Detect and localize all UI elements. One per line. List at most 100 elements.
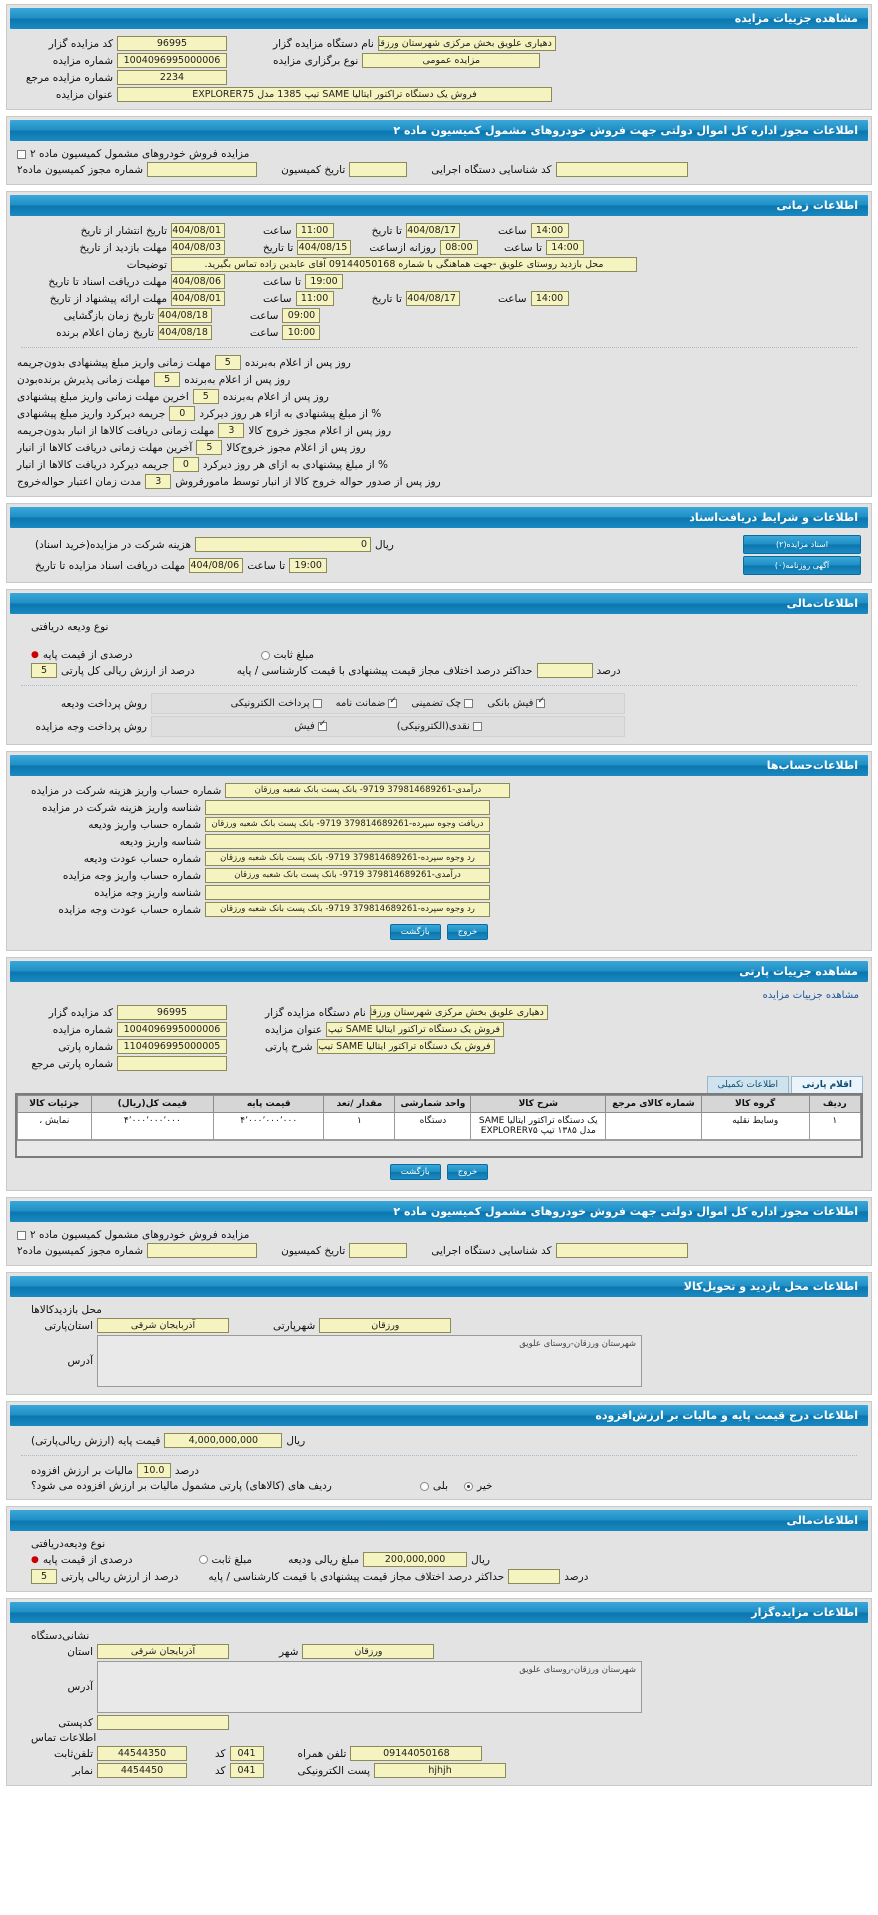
account-value[interactable]: رد وجوه سپرده-379814689261 9719- بانک پس… xyxy=(205,851,490,866)
doc-receive-time[interactable]: 19:00 xyxy=(305,274,344,289)
deadline-value[interactable]: 5 xyxy=(192,389,219,404)
permit-number-value-2[interactable] xyxy=(147,1243,258,1258)
back-button[interactable]: بازگشت xyxy=(389,1164,441,1180)
party-code-value[interactable]: 96995 xyxy=(117,1005,227,1020)
deadline-value[interactable]: 0 xyxy=(172,457,199,472)
city-value[interactable]: ورزقان xyxy=(319,1318,452,1333)
deadline-value[interactable]: 3 xyxy=(218,423,245,438)
deadline-value[interactable]: 0 xyxy=(169,406,196,421)
publish-from-time[interactable]: 11:00 xyxy=(295,223,334,238)
auctioneer-org-value[interactable]: دهیاری علویق بخش مرکزی شهرستان ورزقان xyxy=(377,36,556,51)
party-no-value[interactable]: 1104096995000005 xyxy=(117,1039,227,1054)
deposit-method-option[interactable]: فیش بانکی xyxy=(487,696,546,709)
visit-from-date[interactable]: 1404/08/03 xyxy=(171,240,225,255)
commission-date-value-2[interactable] xyxy=(349,1243,408,1258)
notes-value[interactable]: محل بازدید روستای علویق -جهت هماهنگی با … xyxy=(171,257,637,272)
doc-receive-date[interactable]: 1404/08/06 xyxy=(171,274,225,289)
permit-number-value[interactable] xyxy=(147,162,258,177)
winner-date[interactable]: 1404/08/18 xyxy=(157,325,212,340)
permit-checkbox-2[interactable] xyxy=(17,1230,26,1240)
phone-value[interactable]: 44544350 xyxy=(97,1746,187,1761)
tab-supplementary-info[interactable]: اطلاعات تکمیلی xyxy=(706,1076,790,1093)
publish-from-date[interactable]: 1404/08/01 xyxy=(171,223,225,238)
publish-to-date[interactable]: 1404/08/17 xyxy=(405,223,460,238)
publish-to-time[interactable]: 14:00 xyxy=(530,223,569,238)
max-diff-percent-value[interactable] xyxy=(536,663,593,678)
exec-org-id-value-2[interactable] xyxy=(555,1243,688,1258)
doc-cost-value[interactable]: 0 xyxy=(195,537,371,552)
account-value[interactable]: رد وجوه سپرده-379814689261 9719- بانک پس… xyxy=(205,902,490,917)
visit-daily-to[interactable]: 14:00 xyxy=(546,240,584,255)
address-textarea[interactable]: شهرستان ورزقان-روستای علویق xyxy=(97,1335,642,1387)
visit-to-date[interactable]: 1404/08/15 xyxy=(297,240,352,255)
vat-no-radio[interactable] xyxy=(464,1481,474,1491)
auction-type-value[interactable]: مزایده عمومی xyxy=(362,53,541,68)
winner-time[interactable]: 10:00 xyxy=(282,325,321,340)
fax-code-value[interactable]: 041 xyxy=(229,1763,264,1778)
guaranteed-cheque-checkbox[interactable] xyxy=(464,699,474,708)
cell-details-link[interactable]: نمایش ، xyxy=(17,1112,92,1140)
deposit-method-option[interactable]: پرداخت الکترونیکی xyxy=(231,698,322,709)
opening-date[interactable]: 1404/08/18 xyxy=(157,308,212,323)
guarantee-letter-checkbox[interactable] xyxy=(388,696,398,708)
offer-from-time[interactable]: 11:00 xyxy=(295,291,334,306)
offer-to-time[interactable]: 14:00 xyxy=(530,291,569,306)
offer-to-date[interactable]: 1404/08/17 xyxy=(405,291,460,306)
deposit-method-option[interactable]: چک تضمینی xyxy=(411,698,474,709)
party-org-value[interactable]: دهیاری علویق بخش مرکزی شهرستان ورزقان xyxy=(369,1005,548,1020)
auction-title-value[interactable]: فروش یک دستگاه تراکتور ایتالیا SAME تیپ … xyxy=(117,87,552,102)
account-value[interactable] xyxy=(205,834,490,849)
back-button[interactable]: بازگشت xyxy=(389,924,441,940)
vat-yes-radio[interactable] xyxy=(419,1481,429,1491)
payment-method-option[interactable]: فیش xyxy=(294,719,327,732)
deadline-value[interactable]: 5 xyxy=(214,355,241,370)
postal-code-value[interactable] xyxy=(97,1715,229,1730)
auctioneer-address-textarea[interactable]: شهرستان ورزقان-روستای علویق xyxy=(97,1661,642,1713)
exit-button[interactable]: خروج xyxy=(446,924,489,940)
auctioneer-city-value[interactable]: ورزقان xyxy=(302,1644,435,1659)
deadline-value[interactable]: 5 xyxy=(154,372,181,387)
cash-electronic-checkbox[interactable] xyxy=(472,722,482,731)
email-value[interactable]: hjhjh xyxy=(374,1763,507,1778)
phone-code-value[interactable]: 041 xyxy=(229,1746,264,1761)
doc-deadline-date[interactable]: 1404/08/06 xyxy=(189,558,244,573)
bank-receipt-checkbox[interactable] xyxy=(536,696,546,708)
account-value[interactable] xyxy=(205,800,490,815)
party-desc-value[interactable]: فروش یک دستگاه تراکتور ایتالیا SAME تیپ … xyxy=(316,1039,495,1054)
offer-from-date[interactable]: 1404/08/01 xyxy=(171,291,225,306)
fixed-amount-radio[interactable] xyxy=(260,650,270,660)
account-value[interactable] xyxy=(205,885,490,900)
province-value[interactable]: آذربایجان شرقی xyxy=(97,1318,229,1333)
auctioneer-code-value[interactable]: 96995 xyxy=(117,36,227,51)
auction-ref-value[interactable]: 2234 xyxy=(117,70,227,85)
base-price-value[interactable]: 4,000,000,000 xyxy=(164,1433,283,1448)
deadline-value[interactable]: 3 xyxy=(145,474,172,489)
deposit-amount-value[interactable]: 200,000,000 xyxy=(363,1552,468,1567)
auctioneer-province-value[interactable]: آذربایجان شرقی xyxy=(97,1644,229,1659)
account-value[interactable]: دریافت وجوه سپرده-379814689261 9719- بان… xyxy=(205,817,490,832)
payment-method-option[interactable]: نقدی(الکترونیکی) xyxy=(397,721,482,732)
exit-button[interactable]: خروج xyxy=(446,1164,489,1180)
deposit-percent-value-2[interactable]: 5 xyxy=(31,1569,57,1584)
receipt-checkbox[interactable] xyxy=(317,719,327,731)
table-row[interactable]: ۱ وسایط نقلیه یک دستگاه تراکتور ایتالیا … xyxy=(17,1112,862,1140)
deposit-percent-value[interactable]: 5 xyxy=(31,663,57,678)
mobile-value[interactable]: 09144050168 xyxy=(350,1746,483,1761)
vat-value[interactable]: 10.0 xyxy=(136,1463,171,1478)
exec-org-id-value[interactable] xyxy=(555,162,688,177)
ref-party-value[interactable] xyxy=(117,1056,227,1071)
fixed-amount-radio-2[interactable] xyxy=(198,1555,208,1564)
auction-documents-button[interactable]: اسناد مزایده(۲) xyxy=(743,535,861,554)
doc-deadline-time[interactable]: 19:00 xyxy=(289,558,328,573)
max-diff-percent-value-2[interactable] xyxy=(508,1569,561,1584)
tab-party-items[interactable]: اقلام پارتی xyxy=(791,1076,863,1093)
party-auction-title-value[interactable]: فروش یک دستگاه تراکتور ایتالیا SAME تیپ … xyxy=(326,1022,505,1037)
account-value[interactable]: درآمدی-379814689261 9719- بانک پست بانک … xyxy=(225,783,511,798)
electronic-payment-checkbox[interactable] xyxy=(312,699,322,708)
newspaper-ad-button[interactable]: آگهی روزنامه(۰) xyxy=(743,556,861,575)
fax-value[interactable]: 4454450 xyxy=(97,1763,187,1778)
opening-time[interactable]: 09:00 xyxy=(282,308,321,323)
visit-daily-from[interactable]: 08:00 xyxy=(439,240,478,255)
party-auction-no-value[interactable]: 1004096995000006 xyxy=(117,1022,227,1037)
deposit-method-option[interactable]: ضمانت نامه xyxy=(336,696,398,709)
